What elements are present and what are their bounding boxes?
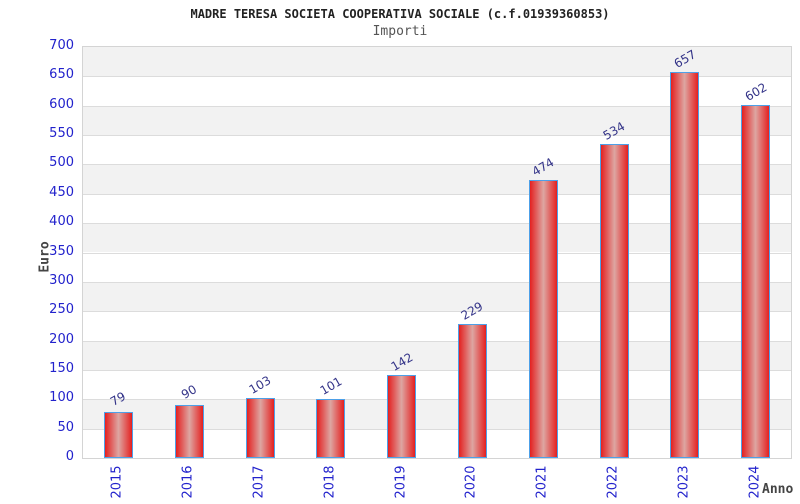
bar-2023 [670,72,700,458]
bar-2024 [741,104,771,458]
y-tick-label: 200 [49,331,74,347]
plot-area: 79 90 103 101 142 229 474 534 657 602 [82,46,792,459]
x-tick-label-text: 2015 [109,465,125,499]
x-tick-label: 2017 [251,460,267,504]
chart-subtitle: Importi [372,24,428,39]
y-tick-label: 0 [65,449,74,464]
x-tick-label: 2023 [676,460,692,504]
y-axis-title: Euro [36,232,54,282]
y-tick-label: 50 [57,419,74,435]
bar-value-label: 101 [317,373,345,398]
x-tick-label: 2016 [180,460,196,504]
gridline [83,369,791,371]
x-tick-label-text: 2022 [605,465,621,499]
x-tick-label: 2019 [393,460,409,504]
gridline [83,105,791,107]
x-tick-label: 2021 [534,460,550,504]
grid-band [83,47,791,77]
bar-2021 [528,179,558,458]
gridline [83,164,791,166]
chart-title: MADRE TERESA SOCIETA COOPERATIVA SOCIALE… [190,7,610,21]
y-tick-label: 450 [49,184,74,200]
y-axis-title-text: Euro [37,241,53,273]
gridline [83,311,791,313]
x-axis-title: Anno [762,482,794,497]
x-tick-label: 2022 [605,460,621,504]
x-tick-label-text: 2019 [393,465,409,499]
gridline [83,76,791,78]
x-tick-label: 2015 [109,460,125,504]
bar-2017 [245,397,275,458]
gridline [83,135,791,137]
x-tick-label-text: 2024 [747,465,763,499]
bar-2019 [387,374,417,458]
gridline [83,428,791,430]
y-tick-label: 100 [49,390,74,406]
gridline [83,399,791,401]
bar-2016 [174,405,204,458]
y-tick-label: 650 [49,67,74,83]
y-tick-label: 250 [49,302,74,318]
x-tick-label: 2018 [322,460,338,504]
x-tick-label-text: 2021 [534,465,550,499]
gridline [83,281,791,283]
x-tick-label-text: 2017 [251,465,267,499]
gridline [83,340,791,342]
bar-2018 [316,398,346,458]
y-tick-label: 550 [49,126,74,142]
gridline [83,223,791,225]
x-tick-label: 2020 [463,460,479,504]
gridline [83,193,791,195]
x-tick-label: 2024 [747,460,763,504]
gridline [83,252,791,254]
bar-value-label: 602 [742,79,770,104]
y-tick-label: 500 [49,155,74,171]
bar-value-label: 103 [246,372,274,397]
x-tick-label-text: 2023 [676,465,692,499]
y-tick-label: 600 [49,96,74,112]
bar-2015 [103,411,133,458]
x-tick-label-text: 2018 [322,465,338,499]
y-tick-label: 150 [49,360,74,376]
bar-2020 [457,323,487,458]
x-tick-label-text: 2020 [463,465,479,499]
y-tick-label: 400 [49,214,74,230]
bar-2022 [599,144,629,458]
y-tick-label: 700 [49,38,74,53]
x-tick-label-text: 2016 [180,465,196,499]
